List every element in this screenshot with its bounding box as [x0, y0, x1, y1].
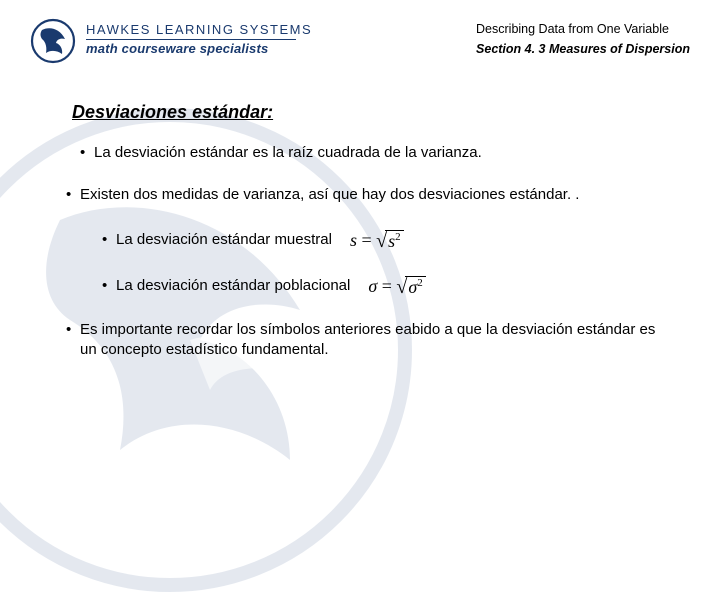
header-right: Describing Data from One Variable Sectio… — [476, 18, 690, 56]
brand-title: HAWKES LEARNING SYSTEMS — [86, 22, 312, 37]
exp-2a: 2 — [395, 231, 401, 243]
bullet-5: • Es importante recordar los símbolos an… — [72, 320, 660, 361]
brand-rule — [86, 39, 296, 40]
section-title: Desviaciones estándar: — [72, 102, 660, 123]
bullet-4-text: La desviación estándar poblacional — [116, 277, 350, 294]
bullet-1-text: La desviación estándar es la raíz cuadra… — [94, 144, 482, 161]
brand-block: HAWKES LEARNING SYSTEMS math courseware … — [86, 18, 312, 56]
formula-sample-lhs: s — [350, 230, 357, 250]
bullet-2-text: Existen dos medidas de varianza, así que… — [80, 186, 579, 203]
section-label: Section 4. 3 Measures of Dispersion — [476, 42, 690, 56]
bullet-2: • Existen dos medidas de varianza, así q… — [72, 185, 660, 205]
formula-pop-lhs: σ — [368, 276, 377, 296]
formula-pop-inner: σ — [408, 277, 417, 297]
bullet-4: • La desviación estándar poblacional σ =… — [72, 274, 660, 298]
eq-sign: = — [361, 230, 371, 250]
formula-sample: s = √ s2 — [350, 228, 404, 252]
bullet-1: • La desviación estándar es la raíz cuad… — [72, 143, 660, 163]
content: Desviaciones estándar: • La desviación e… — [0, 72, 720, 361]
brand-subtitle: math courseware specialists — [86, 41, 312, 56]
chapter-title: Describing Data from One Variable — [476, 22, 690, 36]
bullet-3-text: La desviación estándar muestral — [116, 231, 332, 248]
exp-2b: 2 — [417, 277, 423, 289]
hawkes-logo — [30, 18, 76, 64]
eq-sign-2: = — [382, 276, 392, 296]
header-left: HAWKES LEARNING SYSTEMS math courseware … — [30, 18, 312, 64]
header: HAWKES LEARNING SYSTEMS math courseware … — [0, 0, 720, 72]
bullet-5-text: Es importante recordar los símbolos ante… — [80, 321, 655, 358]
bullet-3: • La desviación estándar muestral s = √ … — [72, 228, 660, 252]
formula-population: σ = √ σ2 — [368, 274, 425, 298]
